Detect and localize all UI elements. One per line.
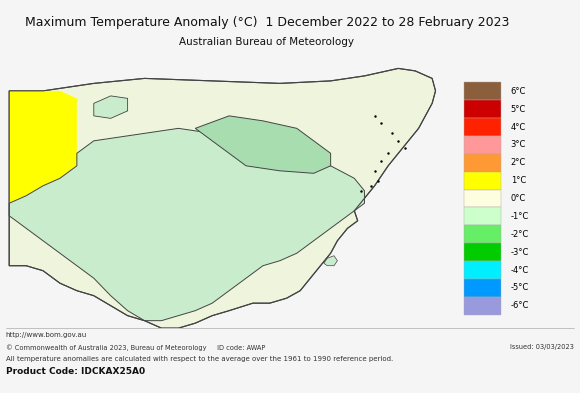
Text: 1°C: 1°C — [510, 176, 526, 185]
Bar — [464, 82, 501, 100]
Bar — [464, 154, 501, 172]
Text: -3°C: -3°C — [510, 248, 529, 257]
Text: -1°C: -1°C — [510, 212, 529, 221]
Text: © Commonwealth of Australia 2023, Bureau of Meteorology     ID code: AWAP: © Commonwealth of Australia 2023, Bureau… — [6, 344, 265, 351]
Polygon shape — [94, 96, 128, 118]
Bar — [464, 225, 501, 243]
Polygon shape — [324, 256, 338, 266]
Text: 3°C: 3°C — [510, 140, 526, 149]
Bar — [464, 118, 501, 136]
Polygon shape — [9, 68, 436, 328]
Bar — [464, 243, 501, 261]
Text: 5°C: 5°C — [510, 105, 526, 114]
Text: All temperature anomalies are calculated with respect to the average over the 19: All temperature anomalies are calculated… — [6, 356, 393, 362]
Bar — [464, 279, 501, 297]
Text: http://www.bom.gov.au: http://www.bom.gov.au — [6, 332, 87, 338]
Polygon shape — [9, 129, 364, 321]
Text: 4°C: 4°C — [510, 123, 526, 132]
Polygon shape — [195, 116, 331, 173]
Text: -2°C: -2°C — [510, 230, 529, 239]
Text: 6°C: 6°C — [510, 87, 526, 96]
Text: Issued: 03/03/2023: Issued: 03/03/2023 — [510, 344, 574, 350]
Text: 0°C: 0°C — [510, 194, 526, 203]
Text: 2°C: 2°C — [510, 158, 526, 167]
Bar — [464, 100, 501, 118]
Text: Australian Bureau of Meteorology: Australian Bureau of Meteorology — [179, 37, 354, 47]
Bar — [464, 172, 501, 189]
Text: Maximum Temperature Anomaly (°C)  1 December 2022 to 28 February 2023: Maximum Temperature Anomaly (°C) 1 Decem… — [24, 17, 509, 29]
Text: -5°C: -5°C — [510, 283, 529, 292]
Bar — [464, 189, 501, 208]
Text: Product Code: IDCKAX25A0: Product Code: IDCKAX25A0 — [6, 367, 145, 376]
Text: -4°C: -4°C — [510, 266, 529, 275]
Text: -6°C: -6°C — [510, 301, 529, 310]
Bar — [464, 208, 501, 225]
Bar — [464, 297, 501, 315]
Polygon shape — [9, 91, 77, 203]
Bar — [464, 136, 501, 154]
Bar — [464, 261, 501, 279]
